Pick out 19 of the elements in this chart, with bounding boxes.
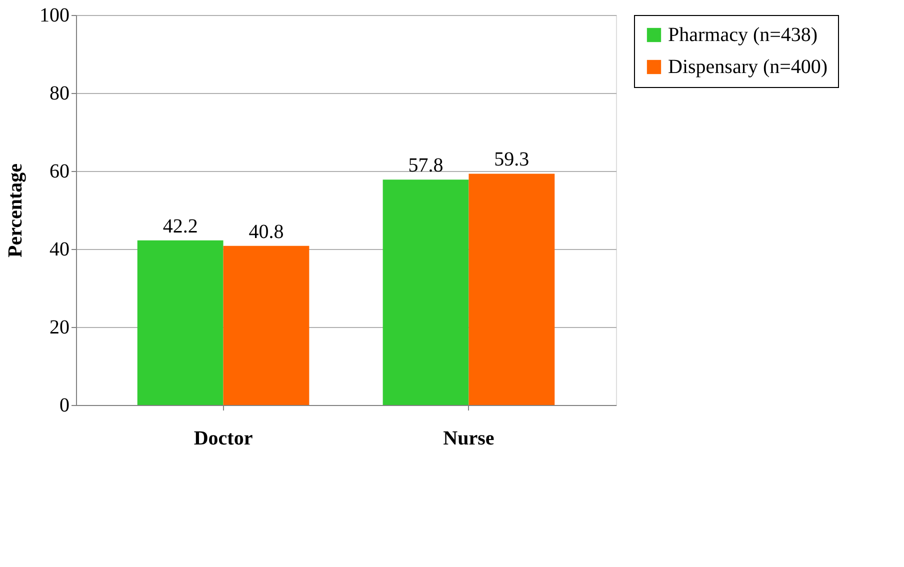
x-tick-label: Doctor (194, 428, 253, 450)
y-tick-label: 100 (40, 4, 70, 26)
data-label: 59.3 (494, 148, 530, 171)
y-tick-label: 40 (50, 238, 70, 260)
y-tick-label: 20 (50, 316, 70, 338)
legend-label: Dispensary (n=400) (668, 56, 828, 78)
y-tick-label: 80 (50, 82, 70, 104)
data-label: 57.8 (408, 154, 444, 177)
data-label: 40.8 (248, 220, 284, 243)
bar (223, 246, 310, 405)
bar (137, 240, 224, 405)
bar (468, 174, 555, 405)
bar (382, 180, 469, 405)
x-tick-label: Nurse (443, 428, 494, 450)
legend-label: Pharmacy (n=438) (668, 24, 818, 46)
data-label: 42.2 (162, 215, 198, 238)
y-tick-label: 60 (50, 160, 70, 182)
y-tick-label: 0 (60, 394, 70, 416)
y-axis-title: Percentage (4, 163, 26, 258)
